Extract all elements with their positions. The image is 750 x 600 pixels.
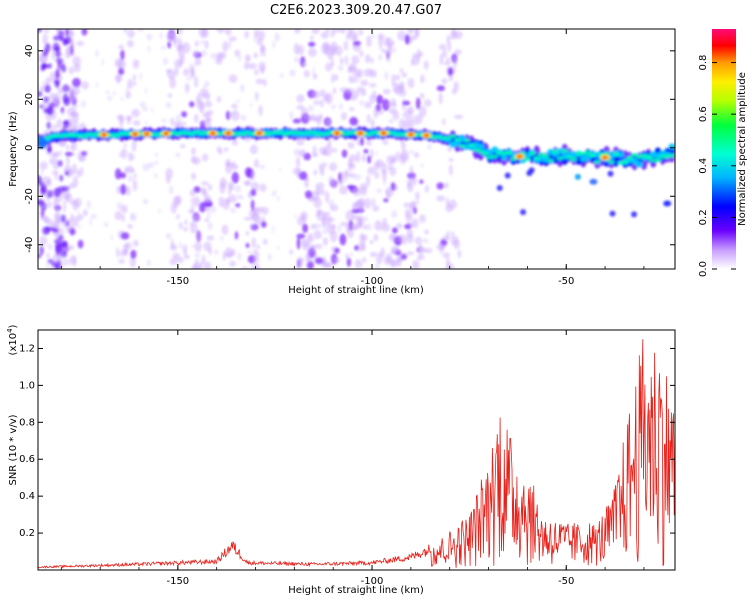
snr-y-multiplier: (x104) [6,324,19,355]
colorbar-tick-label: 0.2 [698,209,709,225]
spectrogram-x-ticks: -150 -100 -50 [60,29,645,287]
y-tick-label: 0.6 [19,454,35,465]
snr-frame [37,329,676,571]
snr-y-label: SNR (10 * v/v) [8,414,19,485]
snr-y-ticks: 0.2 0.4 0.6 0.8 1.0 1.2 [19,343,675,539]
y-tick-label: -20 [24,188,35,204]
x-tick-label: -100 [361,276,384,287]
spectrogram-noise-blobs [38,29,464,269]
snr-series-line [38,339,675,569]
spectrogram-x-label: Height of straight line (km) [288,285,424,296]
y-tick-label: 0.4 [19,491,35,502]
y-tick-label: 20 [24,93,35,106]
spectrogram-heatmap [38,29,675,269]
colorbar-tick-label: 0.0 [698,261,709,277]
spectrogram-y-ticks: -40 -20 0 20 40 [24,44,675,253]
x-tick-label: -50 [558,576,574,587]
y-tick-label: 1.0 [19,380,35,391]
spectrogram-frame [37,28,676,270]
snr-x-label: Height of straight line (km) [288,585,424,596]
y-tick-label: 1.2 [19,343,35,354]
colorbar-label: Normalized spectral amplitude [737,72,748,226]
y-tick-label: 0.8 [19,417,35,428]
colorbar: 0.0 0.2 0.4 0.6 0.8 Normalized spectral ampl… [698,29,748,277]
snr-x-ticks: -150 -100 -50 [60,330,645,587]
y-tick-label: 0.2 [19,528,35,539]
spectrogram-ridge [38,126,675,218]
chart-title: C2E6.2023.309.20.47.G07 [270,3,442,18]
colorbar-gradient [712,29,736,269]
spectrogram-panel: -150 -100 -50 -40 -20 0 20 40 Height of straig… [8,28,676,296]
x-tick-label: -100 [361,576,384,587]
snr-panel: -150 -100 -50 0.2 0.4 0.6 0.8 1.0 1.2 Height of… [6,324,676,596]
spectrogram-y-label: Frequency (Hz) [8,111,19,187]
x-tick-label: -50 [558,276,574,287]
colorbar-tick-label: 0.8 [698,55,709,71]
x-tick-label: -150 [166,276,189,287]
y-tick-label: 40 [24,44,35,57]
colorbar-tick-label: 0.6 [698,106,709,122]
colorbar-tick-label: 0.4 [698,158,709,174]
colorbar-ticks: 0.0 0.2 0.4 0.6 0.8 [698,55,736,277]
x-tick-label: -150 [166,576,189,587]
y-tick-label: 0 [24,145,35,151]
y-tick-label: -40 [24,237,35,253]
